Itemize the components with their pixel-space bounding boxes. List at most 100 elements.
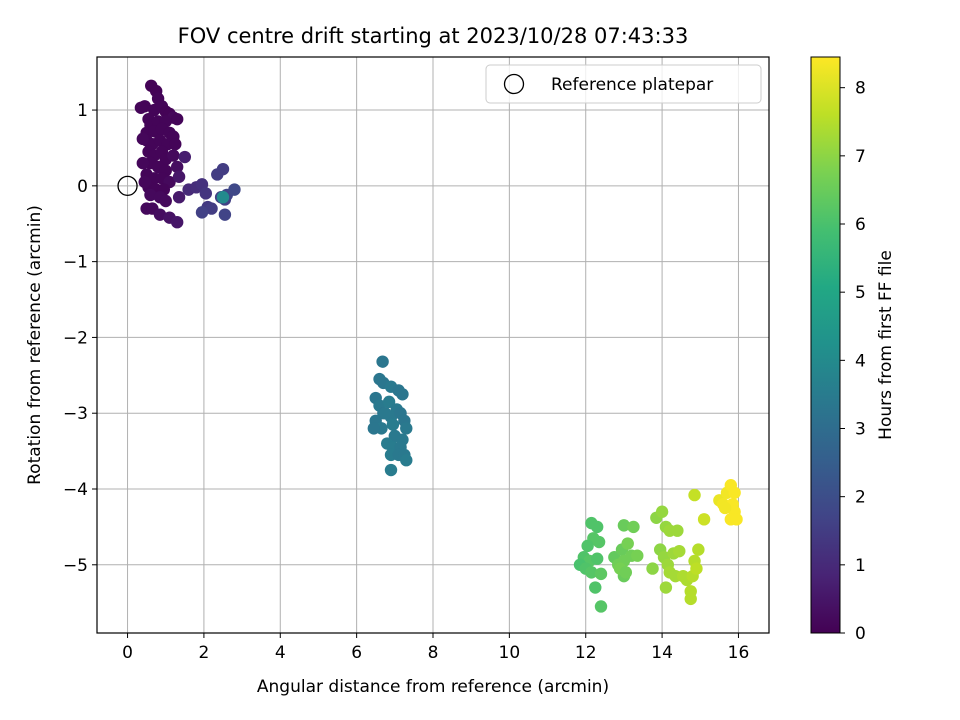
legend-marker-icon: [503, 73, 525, 95]
scatter-point: [627, 520, 640, 534]
x-tick-label: 4: [275, 643, 286, 663]
scatter-point: [172, 170, 186, 183]
y-axis-label: Rotation from reference (arcmin): [25, 205, 45, 485]
scatter-point: [384, 463, 398, 477]
x-axis-ticks: 0 2 4 6 8 10 12 14 16: [122, 633, 749, 663]
scatter-point: [671, 524, 684, 537]
legend-entry-label: Reference platepar: [551, 75, 713, 95]
y-tick-label: −4: [63, 480, 88, 500]
reference-marker-layer: [117, 175, 138, 196]
colorbar-tick-label: 4: [855, 351, 866, 371]
x-tick-label: 8: [428, 643, 439, 663]
scatter-point: [400, 422, 413, 435]
y-tick-label: −1: [63, 253, 88, 273]
colorbar-tick-label: 6: [855, 215, 866, 235]
scatter-point: [690, 562, 703, 575]
scatter-point: [697, 513, 711, 526]
scatter-point: [205, 202, 218, 215]
scatter-point: [170, 216, 184, 229]
scatter-point: [367, 422, 381, 435]
scatter-point: [589, 581, 602, 594]
scatter-point: [590, 552, 604, 565]
y-axis-ticks: 1 0 −1 −2 −3 −4 −5: [63, 101, 97, 576]
x-tick-label: 16: [728, 643, 750, 663]
colorbar-tick-label: 2: [855, 488, 866, 508]
scatter-point: [170, 112, 184, 126]
scatter-point: [379, 407, 392, 420]
scatter-point: [144, 188, 157, 202]
scatter-point: [136, 156, 150, 170]
scatter-point: [590, 520, 604, 534]
scatter-point: [382, 395, 396, 409]
scatter-point: [718, 501, 732, 515]
scatter-point: [594, 600, 608, 613]
x-tick-label: 0: [122, 643, 133, 663]
scatter-point: [396, 388, 409, 401]
grid: [97, 57, 769, 633]
scatter-point: [659, 581, 673, 594]
legend: Reference platepar: [485, 64, 762, 104]
colorbar-gradient: [811, 57, 840, 633]
scatter-point: [172, 191, 186, 204]
scatter-point: [199, 187, 213, 200]
scatter-point: [170, 160, 184, 174]
x-tick-label: 12: [575, 643, 597, 663]
scatter-point: [617, 519, 631, 532]
scatter-point: [195, 206, 209, 219]
scatter-point: [169, 137, 182, 151]
scatter-point: [216, 162, 230, 176]
scatter-point: [228, 183, 241, 196]
data-points: [134, 79, 743, 613]
scatter-point: [581, 539, 594, 553]
scatter-point: [386, 418, 400, 431]
y-tick-label: −2: [63, 328, 88, 348]
scatter-point: [619, 566, 633, 579]
scatter-point: [218, 208, 232, 221]
x-tick-label: 14: [651, 643, 673, 663]
scatter-point: [688, 488, 701, 502]
y-tick-label: 0: [77, 177, 88, 197]
chart-title: FOV centre drift starting at 2023/10/28 …: [178, 24, 689, 48]
scatter-point: [692, 543, 705, 556]
colorbar-tick-label: 3: [855, 420, 866, 440]
scatter-point: [376, 355, 389, 368]
scatter-point: [178, 150, 192, 164]
scatter-point: [655, 505, 669, 518]
x-tick-label: 2: [198, 643, 209, 663]
x-axis-label: Angular distance from reference (arcmin): [257, 677, 609, 697]
scatter-point: [400, 454, 413, 467]
x-tick-label: 6: [351, 643, 362, 663]
scatter-point: [159, 194, 172, 208]
scatter-point: [621, 537, 634, 550]
y-tick-label: −3: [63, 404, 88, 424]
scatter-point: [646, 562, 659, 575]
colorbar-frame: [810, 56, 841, 634]
reference-point-marker: [117, 175, 138, 196]
colorbar-tick-label: 8: [855, 79, 866, 99]
scatter-point: [673, 544, 686, 558]
scatter-point: [631, 549, 644, 562]
scatter-point: [138, 175, 151, 189]
scatter-point: [167, 149, 180, 162]
colorbar-ticks: 0 1 2 3 4 5 6 7 8: [840, 79, 866, 644]
colorbar: 0 1 2 3 4 5 6 7 8 Hours from first FF file: [810, 56, 896, 644]
colorbar-tick-label: 1: [855, 556, 866, 576]
colorbar-label: Hours from first FF file: [876, 250, 896, 440]
y-tick-label: 1: [77, 101, 88, 121]
scatter-point: [216, 191, 230, 204]
scatter-point: [153, 208, 167, 221]
colorbar-tick-label: 5: [855, 283, 866, 303]
scatter-point: [592, 535, 606, 549]
scatter-point: [728, 486, 741, 499]
scatter-point: [134, 101, 148, 114]
x-tick-label: 10: [499, 643, 521, 663]
colorbar-tick-label: 0: [855, 624, 866, 644]
scatter-point: [730, 513, 743, 526]
scatter-point: [594, 567, 608, 581]
legend-box: [485, 64, 762, 104]
colorbar-tick-label: 7: [855, 147, 866, 167]
scatter-point: [585, 566, 598, 579]
scatter-point: [136, 132, 150, 146]
y-tick-label: −5: [63, 556, 88, 576]
